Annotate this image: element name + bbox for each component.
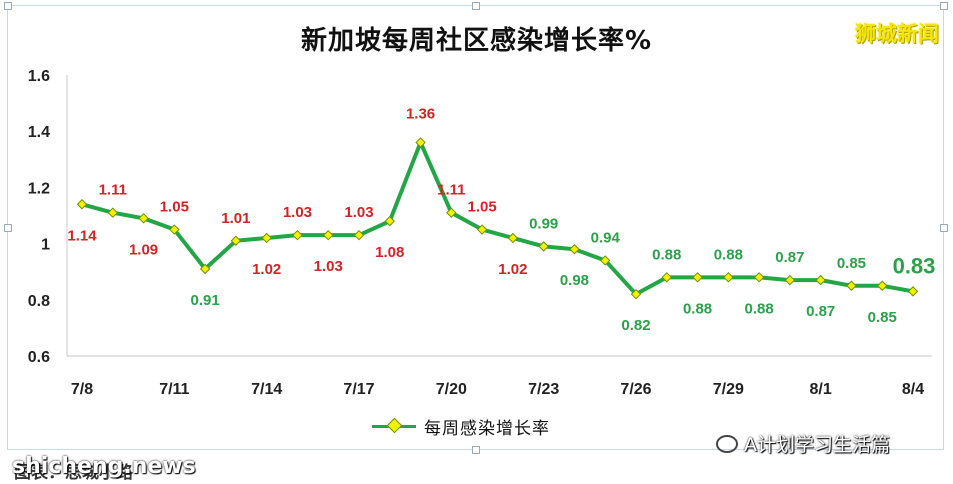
data-point-marker <box>877 280 888 291</box>
data-point-marker <box>76 199 88 210</box>
data-point-marker <box>384 215 395 227</box>
data-point-marker <box>507 232 519 244</box>
x-tick-label: 7/29 <box>713 381 744 398</box>
data-point-marker <box>753 272 765 283</box>
data-point-marker <box>107 207 118 218</box>
data-label: 1.14 <box>67 227 97 244</box>
data-label: 0.88 <box>683 300 712 317</box>
data-point-marker <box>199 263 211 275</box>
data-point-marker <box>230 235 242 246</box>
data-point-marker <box>446 207 457 218</box>
resize-handle-left[interactable] <box>4 224 12 232</box>
data-point-marker <box>630 288 642 300</box>
x-tick-label: 7/20 <box>436 381 467 398</box>
wechat-account-label: A计划学习生活篇 <box>744 434 890 456</box>
series-line <box>81 140 914 297</box>
data-label: 0.98 <box>560 272 589 289</box>
y-tick-label: 1 <box>41 237 50 254</box>
data-label: 1.03 <box>314 258 343 275</box>
resize-handle-top-right[interactable] <box>940 2 948 10</box>
data-point-marker <box>138 213 149 224</box>
y-tick-label: 1.2 <box>28 180 50 197</box>
y-tick-label: 1.4 <box>28 124 50 141</box>
data-label: 1.05 <box>160 199 189 216</box>
y-tick-label: 0.8 <box>28 293 50 310</box>
watermark: shicheng.news <box>12 454 196 479</box>
resize-handle-bottom[interactable] <box>472 446 480 454</box>
data-label: 1.02 <box>498 261 527 278</box>
x-tick-label: 7/23 <box>528 381 559 398</box>
data-label: 1.03 <box>283 204 312 221</box>
y-tick-label: 0.6 <box>28 349 50 366</box>
x-tick-label: 7/11 <box>159 381 189 398</box>
legend-line-icon <box>372 417 416 434</box>
data-label: 1.11 <box>99 182 127 199</box>
x-tick-label: 8/1 <box>810 381 832 398</box>
chart-title: 新加坡每周社区感染增长率% <box>300 26 653 56</box>
resize-handle-top[interactable] <box>472 2 480 10</box>
data-point-marker <box>661 272 672 283</box>
data-point-marker <box>261 232 272 244</box>
data-point-marker <box>476 224 488 235</box>
data-label: 1.09 <box>129 241 158 258</box>
data-label: 1.03 <box>344 204 373 221</box>
data-point-marker <box>353 229 365 241</box>
data-label: 1.08 <box>375 244 404 261</box>
data-point-marker <box>846 280 857 291</box>
data-label: 1.01 <box>221 210 250 227</box>
wechat-icon <box>716 434 738 453</box>
data-label: 0.88 <box>745 300 774 317</box>
data-label: 0.82 <box>621 317 650 334</box>
data-point-marker <box>784 274 796 286</box>
x-tick-label: 7/8 <box>71 381 93 398</box>
data-point-marker <box>907 286 919 297</box>
data-point-marker <box>600 255 611 266</box>
resize-handle-top-left[interactable] <box>4 2 12 10</box>
data-label: 0.88 <box>652 246 681 263</box>
x-tick-label: 7/14 <box>251 381 282 398</box>
data-label: 1.36 <box>406 105 435 122</box>
data-point-marker <box>323 229 334 241</box>
legend-marker-icon <box>386 417 403 434</box>
data-point-marker <box>538 241 549 252</box>
legend: 每周感染增长率 <box>372 414 550 439</box>
data-point-marker <box>415 137 426 148</box>
data-label: 1.05 <box>468 199 497 216</box>
data-label: 0.85 <box>868 309 897 326</box>
data-point-marker <box>815 274 826 286</box>
data-label: 0.83 <box>893 253 936 278</box>
y-tick-label: 1.6 <box>28 68 50 85</box>
resize-handle-right[interactable] <box>940 224 948 232</box>
data-label: 0.85 <box>837 255 866 272</box>
data-point-marker <box>692 272 703 283</box>
data-label: 1.11 <box>437 182 465 199</box>
wechat-account: A计划学习生活篇 <box>716 430 890 457</box>
data-label: 0.87 <box>806 303 835 320</box>
data-point-marker <box>723 272 734 283</box>
data-label: 0.91 <box>191 292 220 309</box>
data-point-marker <box>292 229 303 241</box>
data-point-marker <box>169 224 180 235</box>
data-point-marker <box>569 244 580 255</box>
legend-label: 每周感染增长率 <box>424 419 550 439</box>
data-label: 0.87 <box>775 249 804 266</box>
data-label: 1.02 <box>252 261 281 278</box>
x-tick-label: 8/4 <box>902 381 924 398</box>
chart-credit: 图表：思城小路 <box>14 463 133 483</box>
data-label: 0.99 <box>529 215 558 232</box>
x-tick-label: 7/26 <box>620 381 651 398</box>
data-label: 0.94 <box>591 229 621 246</box>
brand-logo-text: 狮城新闻 <box>855 22 939 46</box>
data-label: 0.88 <box>714 246 743 263</box>
x-tick-label: 7/17 <box>343 381 374 398</box>
